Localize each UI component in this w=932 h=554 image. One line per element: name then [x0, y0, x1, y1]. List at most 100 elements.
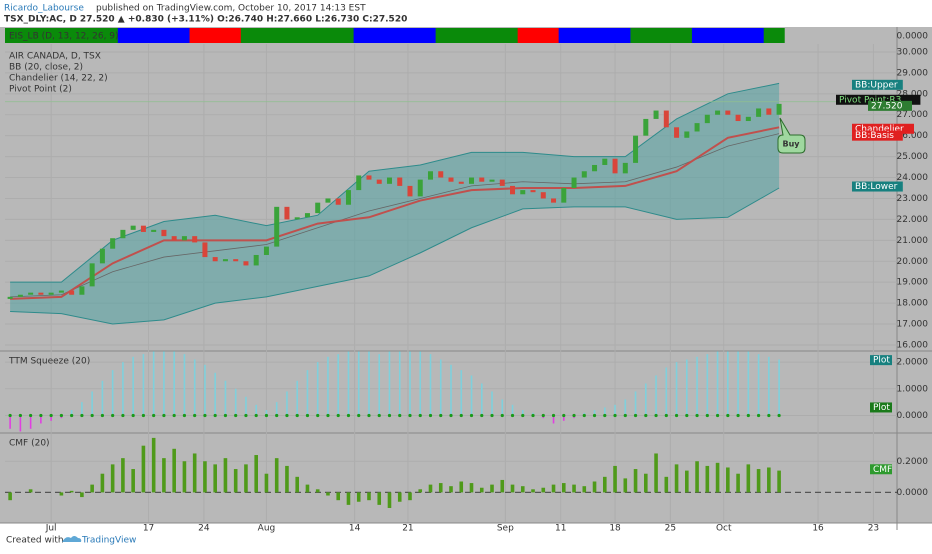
histogram-bar [675, 362, 678, 416]
y-tick-label: 24.000 [897, 173, 929, 183]
tag-box [870, 464, 892, 475]
squeeze-dot [654, 413, 658, 418]
squeeze-dot [80, 413, 84, 418]
histogram-bar [767, 467, 771, 493]
candle [120, 229, 126, 239]
histogram-bar [624, 399, 627, 416]
candle [315, 202, 321, 214]
candle [510, 185, 516, 195]
squeeze-dot [685, 413, 689, 418]
candle [294, 217, 300, 220]
histogram-bar [716, 351, 719, 416]
histogram-bar [193, 359, 196, 416]
eis-block [189, 28, 201, 43]
histogram-bar [623, 478, 628, 493]
squeeze-dot [562, 413, 566, 418]
histogram-bar [81, 402, 83, 416]
candle [376, 179, 382, 184]
squeeze-dot [459, 413, 463, 418]
histogram-bar [479, 487, 484, 493]
histogram-bar [141, 445, 146, 493]
squeeze-dot [500, 413, 504, 418]
price-label: 27.520 [871, 101, 903, 111]
histogram-bar [40, 415, 42, 424]
histogram-bar [438, 483, 443, 493]
candle [694, 123, 700, 132]
histogram-bar [757, 354, 760, 416]
squeeze-dot [193, 413, 197, 418]
callout [777, 117, 806, 154]
histogram-bar [562, 415, 565, 421]
x-tick-label: Aug [258, 524, 276, 534]
histogram-bar [645, 383, 647, 416]
histogram-bar [223, 458, 228, 493]
squeeze-dot [326, 413, 330, 418]
eis-block [732, 28, 744, 43]
candle [489, 179, 495, 182]
histogram-bar [234, 388, 237, 416]
squeeze-dot [18, 413, 22, 418]
candle [366, 175, 372, 180]
candle [171, 236, 177, 241]
candle [233, 259, 239, 262]
squeeze-dot [234, 413, 238, 418]
eis-block [763, 28, 775, 43]
candle [448, 177, 454, 182]
squeeze-dot [777, 413, 781, 418]
eis-block [5, 28, 16, 43]
histogram-bar [286, 391, 288, 416]
histogram-bar [510, 484, 515, 493]
squeeze-dot [387, 413, 392, 418]
histogram-bar [122, 362, 124, 416]
tag-box [852, 130, 903, 141]
candle [407, 185, 413, 197]
x-tick-label: 24 [198, 524, 210, 534]
squeeze-dot [726, 413, 730, 418]
histogram-bar [665, 367, 668, 416]
squeeze-dot [490, 413, 494, 418]
candle [284, 206, 290, 220]
x-tick-label: 11 [555, 524, 566, 534]
eis-block [743, 28, 754, 43]
eis-block [76, 28, 88, 43]
histogram-bar [387, 492, 392, 508]
histogram-bar [245, 396, 247, 416]
eis-block [476, 28, 488, 43]
y-tick-label: 18.000 [897, 299, 929, 309]
candle [540, 192, 546, 199]
squeeze-dot [29, 413, 33, 418]
eis-block [671, 28, 683, 43]
y-tick-label: 25.000 [897, 152, 929, 162]
histogram-bar [8, 492, 12, 501]
tag-label: BB:Lower [855, 182, 898, 192]
published: published on TradingView.com, October 10… [96, 4, 366, 14]
histogram-bar [316, 362, 319, 416]
squeeze-dot [613, 413, 617, 418]
candle [417, 179, 423, 197]
histogram-bar [644, 473, 648, 493]
histogram-bar [306, 370, 309, 416]
histogram-bar [327, 356, 329, 416]
eis-block [527, 28, 539, 43]
candle [222, 259, 228, 262]
eis-block [445, 28, 457, 43]
histogram-bar [429, 354, 432, 416]
squeeze-dot [572, 413, 576, 418]
histogram-bar [726, 467, 730, 493]
histogram-bar [9, 415, 11, 429]
histogram-bar [315, 489, 320, 493]
x-tick-label: 21 [402, 524, 413, 534]
eis-block [630, 28, 642, 43]
histogram-bar [346, 492, 351, 505]
squeeze-dot [746, 413, 750, 418]
histogram-bar [131, 469, 135, 493]
eis-block [148, 28, 160, 43]
eis-block [312, 28, 324, 43]
candle [530, 190, 536, 193]
eis-block [158, 28, 170, 43]
eis-block [548, 28, 560, 43]
candle [756, 108, 762, 117]
candle [110, 238, 116, 249]
candle [674, 127, 680, 138]
histogram-bar [756, 469, 761, 493]
